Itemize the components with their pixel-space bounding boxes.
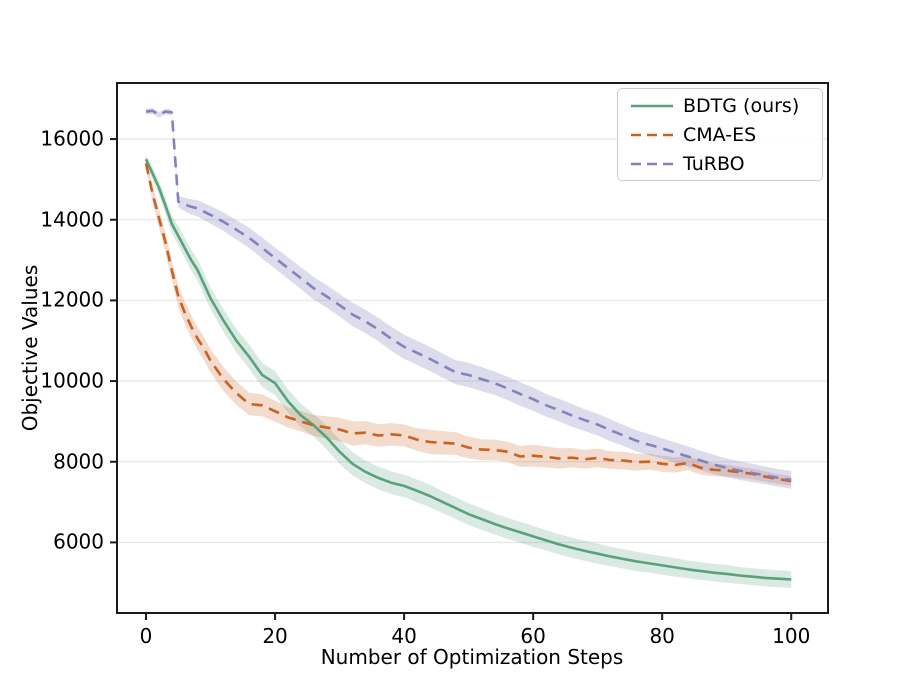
legend-label-turbo: TuRBO	[683, 152, 745, 175]
x-axis-title: Number of Optimization Steps	[320, 645, 624, 669]
x-tick-label: 40	[391, 624, 417, 648]
y-tick-label: 12000	[40, 287, 104, 312]
confidence-band	[146, 157, 792, 486]
y-tick-label: 8000	[53, 449, 104, 474]
y-tick-label: 10000	[40, 368, 104, 393]
y-tick-label: 14000	[40, 207, 104, 232]
x-tick-label: 20	[262, 624, 288, 648]
legend-label-cmaes: CMA-ES	[683, 123, 757, 146]
series-line	[145, 109, 792, 482]
legend-item-turbo: TuRBO	[630, 153, 812, 175]
confidence-band	[146, 154, 792, 588]
plot-frame	[116, 82, 829, 614]
x-tick-label: 80	[649, 624, 675, 648]
y-tick-label: 6000	[53, 529, 104, 554]
series-line	[144, 158, 792, 581]
series-line	[144, 163, 792, 483]
legend-item-cmaes: CMA-ES	[630, 124, 812, 146]
y-tick-label: 16000	[40, 126, 104, 151]
y-axis-title: Objective Values	[18, 264, 42, 432]
legend-item-bdtg: BDTG (ours)	[630, 95, 812, 117]
legend: BDTG (ours) CMA-ES TuRBO	[617, 88, 823, 181]
legend-label-bdtg: BDTG (ours)	[683, 94, 800, 117]
x-tick-label: 100	[772, 624, 811, 648]
x-tick-label: 60	[520, 624, 546, 648]
legend-line-dashed-icon	[631, 162, 673, 165]
x-tick-label: 0	[139, 624, 153, 648]
legend-line-dashed-icon	[631, 133, 673, 136]
legend-line-solid-icon	[631, 104, 673, 107]
